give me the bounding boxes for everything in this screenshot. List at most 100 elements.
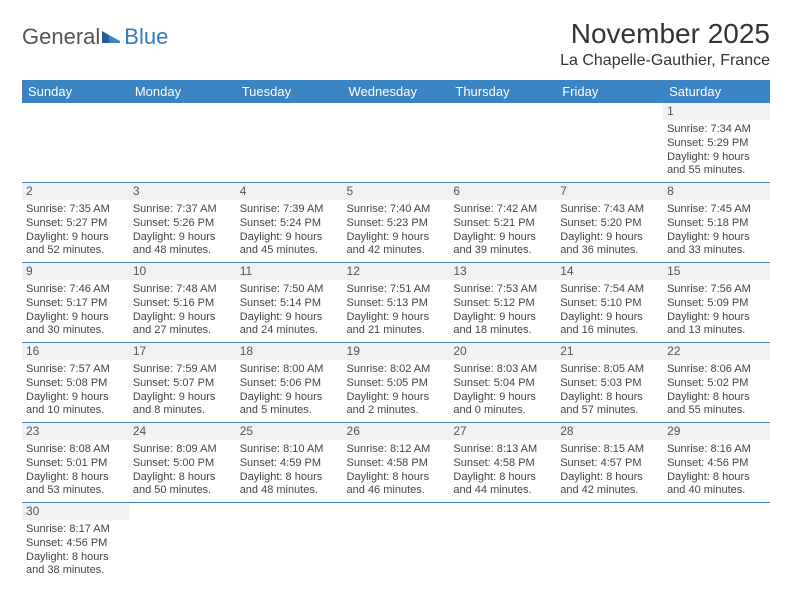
calendar-header: SundayMondayTuesdayWednesdayThursdayFrid… [22,80,770,103]
calendar-cell: 19Sunrise: 8:02 AMSunset: 5:05 PMDayligh… [343,343,450,423]
sunrise-text: Sunrise: 8:10 AM [240,443,339,457]
day-number: 7 [556,183,663,200]
day-number: 3 [129,183,236,200]
daylight-text: Daylight: 8 hours and 48 minutes. [240,471,339,499]
sunrise-text: Sunrise: 8:09 AM [133,443,232,457]
daylight-text: Daylight: 8 hours and 38 minutes. [26,551,125,579]
calendar-cell: 9 Sunrise: 7:46 AMSunset: 5:17 PMDaylight… [22,263,129,343]
sunset-text: Sunset: 5:24 PM [240,217,339,231]
day-number: 10 [129,263,236,280]
weekday-header: Wednesday [343,80,450,103]
calendar-row: 16Sunrise: 7:57 AMSunset: 5:08 PMDayligh… [22,343,770,423]
day-number: 15 [663,263,770,280]
sunset-text: Sunset: 5:14 PM [240,297,339,311]
daylight-text: Daylight: 9 hours and 2 minutes. [347,391,446,419]
day-number: 11 [236,263,343,280]
weekday-header: Monday [129,80,236,103]
sunrise-text: Sunrise: 7:59 AM [133,363,232,377]
day-number: 6 [449,183,556,200]
sunset-text: Sunset: 5:01 PM [26,457,125,471]
calendar-cell: . [236,503,343,583]
calendar-cell: . [343,503,450,583]
daylight-text: Daylight: 9 hours and 33 minutes. [667,231,766,259]
daylight-text: Daylight: 9 hours and 30 minutes. [26,311,125,339]
calendar-cell: 6Sunrise: 7:42 AMSunset: 5:21 PMDaylight… [449,183,556,263]
sunset-text: Sunset: 5:13 PM [347,297,446,311]
sunrise-text: Sunrise: 7:34 AM [667,123,766,137]
calendar-cell: 8Sunrise: 7:45 AMSunset: 5:18 PMDaylight… [663,183,770,263]
daylight-text: Daylight: 9 hours and 8 minutes. [133,391,232,419]
daylight-text: Daylight: 8 hours and 40 minutes. [667,471,766,499]
sunset-text: Sunset: 5:05 PM [347,377,446,391]
daylight-text: Daylight: 9 hours and 24 minutes. [240,311,339,339]
calendar-cell: . [236,103,343,183]
daylight-text: Daylight: 9 hours and 39 minutes. [453,231,552,259]
sunset-text: Sunset: 5:06 PM [240,377,339,391]
sunrise-text: Sunrise: 7:35 AM [26,203,125,217]
daylight-text: Daylight: 9 hours and 18 minutes. [453,311,552,339]
day-number: 24 [129,423,236,440]
day-number: 12 [343,263,450,280]
sunrise-text: Sunrise: 7:43 AM [560,203,659,217]
daylight-text: Daylight: 9 hours and 10 minutes. [26,391,125,419]
sunrise-text: Sunrise: 7:48 AM [133,283,232,297]
daylight-text: Daylight: 8 hours and 57 minutes. [560,391,659,419]
sunset-text: Sunset: 5:23 PM [347,217,446,231]
sunrise-text: Sunrise: 8:00 AM [240,363,339,377]
day-number: 21 [556,343,663,360]
calendar-cell: 13Sunrise: 7:53 AMSunset: 5:12 PMDayligh… [449,263,556,343]
sunset-text: Sunset: 5:07 PM [133,377,232,391]
day-number: 4 [236,183,343,200]
weekday-header: Friday [556,80,663,103]
calendar-cell: 5Sunrise: 7:40 AMSunset: 5:23 PMDaylight… [343,183,450,263]
day-number: 18 [236,343,343,360]
sunrise-text: Sunrise: 8:13 AM [453,443,552,457]
calendar-cell: 22Sunrise: 8:06 AMSunset: 5:02 PMDayligh… [663,343,770,423]
logo-text-1: General [22,24,100,50]
weekday-header: Sunday [22,80,129,103]
day-number: 9 [22,263,129,280]
daylight-text: Daylight: 9 hours and 55 minutes. [667,151,766,179]
calendar-cell: . [556,103,663,183]
calendar-cell: 23Sunrise: 8:08 AMSunset: 5:01 PMDayligh… [22,423,129,503]
header: General Blue November 2025 La Chapelle-G… [22,18,770,70]
day-number: 5 [343,183,450,200]
sunset-text: Sunset: 5:29 PM [667,137,766,151]
day-number: 20 [449,343,556,360]
calendar-cell: . [129,103,236,183]
sunset-text: Sunset: 5:27 PM [26,217,125,231]
sunrise-text: Sunrise: 7:45 AM [667,203,766,217]
sunrise-text: Sunrise: 7:46 AM [26,283,125,297]
sunrise-text: Sunrise: 7:54 AM [560,283,659,297]
day-number: 28 [556,423,663,440]
sunset-text: Sunset: 5:12 PM [453,297,552,311]
sunset-text: Sunset: 5:17 PM [26,297,125,311]
sunrise-text: Sunrise: 8:05 AM [560,363,659,377]
day-number: 27 [449,423,556,440]
calendar-cell: 1Sunrise: 7:34 AMSunset: 5:29 PMDaylight… [663,103,770,183]
logo: General Blue [22,24,168,50]
day-number: 23 [22,423,129,440]
calendar-cell: 10Sunrise: 7:48 AMSunset: 5:16 PMDayligh… [129,263,236,343]
day-number: 30 [22,503,129,520]
sunrise-text: Sunrise: 8:03 AM [453,363,552,377]
calendar-row: 23Sunrise: 8:08 AMSunset: 5:01 PMDayligh… [22,423,770,503]
calendar-cell: . [663,503,770,583]
calendar-row: 30Sunrise: 8:17 AMSunset: 4:56 PMDayligh… [22,503,770,583]
calendar-cell: . [556,503,663,583]
sunrise-text: Sunrise: 8:02 AM [347,363,446,377]
sunset-text: Sunset: 4:56 PM [26,537,125,551]
sunset-text: Sunset: 4:57 PM [560,457,659,471]
sunset-text: Sunset: 4:56 PM [667,457,766,471]
sunrise-text: Sunrise: 7:50 AM [240,283,339,297]
calendar-cell: 18Sunrise: 8:00 AMSunset: 5:06 PMDayligh… [236,343,343,423]
calendar-cell: 30Sunrise: 8:17 AMSunset: 4:56 PMDayligh… [22,503,129,583]
calendar-cell: 4Sunrise: 7:39 AMSunset: 5:24 PMDaylight… [236,183,343,263]
day-number: 13 [449,263,556,280]
calendar-row: 9Sunrise: 7:46 AMSunset: 5:17 PMDaylight… [22,263,770,343]
sunrise-text: Sunrise: 7:56 AM [667,283,766,297]
day-number: 16 [22,343,129,360]
sunrise-text: Sunrise: 7:42 AM [453,203,552,217]
sunrise-text: Sunrise: 8:16 AM [667,443,766,457]
daylight-text: Daylight: 9 hours and 13 minutes. [667,311,766,339]
